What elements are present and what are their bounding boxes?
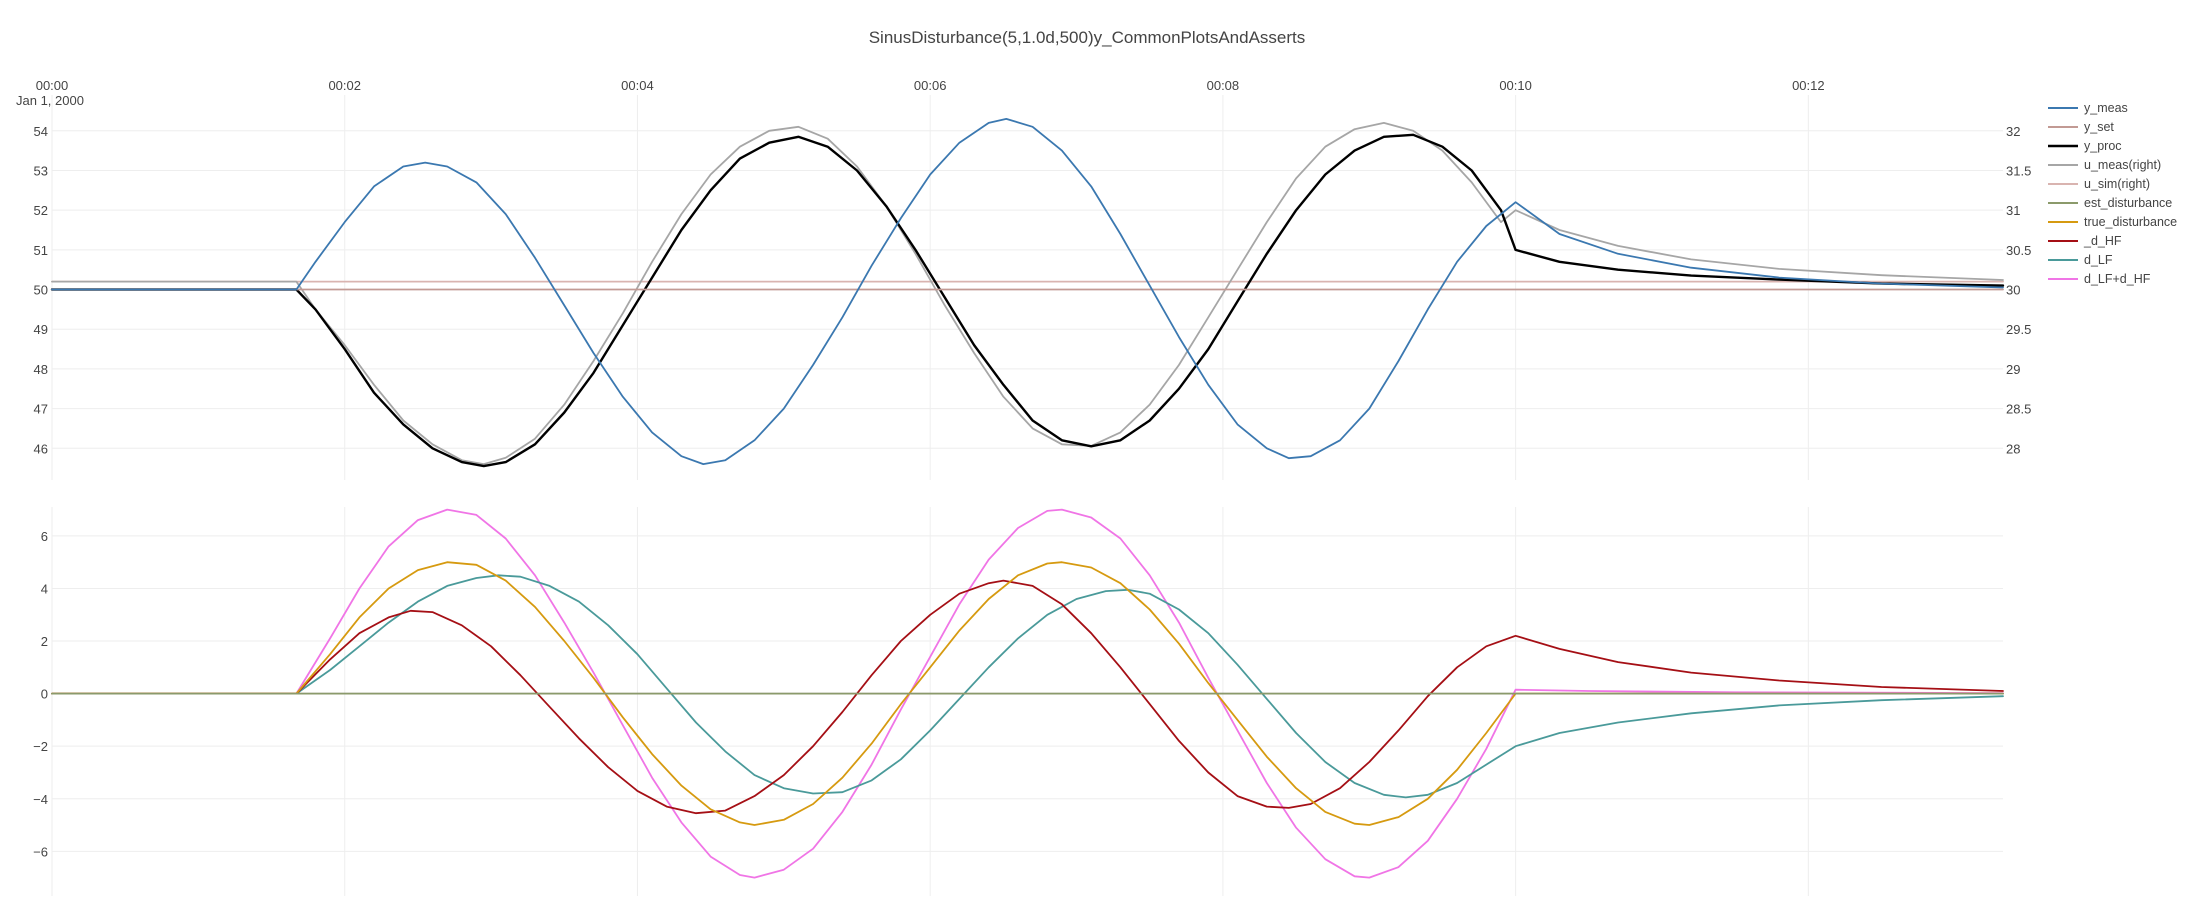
x-axis-date-label: Jan 1, 2000 [16, 93, 84, 108]
y-tick-label-top-left: 53 [34, 163, 48, 178]
y-tick-label-top-right: 30 [2006, 283, 2020, 298]
series-layer [50, 118, 2005, 879]
legend-label[interactable]: y_proc [2084, 139, 2122, 153]
y-tick-label-top-right: 31.5 [2006, 163, 2031, 178]
x-tick-label: 00:04 [621, 78, 654, 93]
legend-label[interactable]: true_disturbance [2084, 215, 2177, 229]
x-tick-label: 00:02 [328, 78, 361, 93]
grid-layer [51, 95, 2003, 896]
legend-label[interactable]: y_set [2084, 120, 2114, 134]
x-tick-label: 00:06 [914, 78, 947, 93]
y-tick-label-top-left: 51 [34, 243, 48, 258]
series-line-true-disturbance [51, 561, 2004, 826]
series-line-y-meas [51, 118, 2004, 465]
y-tick-label-bottom: 0 [41, 687, 48, 702]
y-tick-label-top-right: 28 [2006, 441, 2020, 456]
legend-label[interactable]: u_sim(right) [2084, 177, 2150, 191]
y-tick-label-top-right: 29.5 [2006, 322, 2031, 337]
y-tick-label-top-left: 48 [34, 362, 48, 377]
y-tick-label-top-right: 31 [2006, 203, 2020, 218]
legend-label[interactable]: d_LF [2084, 253, 2113, 267]
series-line-d-lf [51, 574, 2004, 799]
x-tick-label: 00:12 [1792, 78, 1825, 93]
x-tick-label: 00:08 [1207, 78, 1240, 93]
legend-label[interactable]: y_meas [2084, 101, 2128, 115]
legend-label[interactable]: u_meas(right) [2084, 158, 2161, 172]
series-line-d-lf-d-hf [51, 508, 2004, 879]
y-tick-label-top-left: 46 [34, 441, 48, 456]
y-tick-label-top-left: 49 [34, 322, 48, 337]
y-tick-label-bottom: 6 [41, 529, 48, 544]
legend-label[interactable]: est_disturbance [2084, 196, 2172, 210]
y-tick-label-bottom: −4 [33, 792, 48, 807]
legend-label[interactable]: d_LF+d_HF [2084, 272, 2151, 286]
chart-title: SinusDisturbance(5,1.0d,500)y_CommonPlot… [869, 28, 1306, 47]
y-tick-label-top-left: 52 [34, 203, 48, 218]
y-tick-label-top-left: 50 [34, 283, 48, 298]
y-tick-label-top-left: 54 [34, 124, 48, 139]
y-tick-label-bottom: −6 [33, 844, 48, 859]
x-tick-label: 00:10 [1499, 78, 1532, 93]
y-tick-label-bottom: 4 [41, 581, 48, 596]
y-tick-label-bottom: −2 [33, 739, 48, 754]
series-line-u-meas-right- [51, 122, 2004, 465]
legend-label[interactable]: _d_HF [2083, 234, 2122, 248]
y-tick-label-top-right: 29 [2006, 362, 2020, 377]
series-line--d-hf [51, 579, 2004, 815]
tick-layer: 00:00 00:02 00:04 00:06 00:08 00:10 00:1246474… [33, 78, 2031, 859]
x-tick-label: 00:00 [36, 78, 69, 93]
y-tick-label-top-right: 30.5 [2006, 243, 2031, 258]
legend: y_meas y_set y_proc u_meas(right) u_sim(righ… [2048, 101, 2177, 286]
y-tick-label-top-left: 47 [34, 402, 48, 417]
y-tick-label-top-right: 28.5 [2006, 402, 2031, 417]
y-tick-label-top-right: 32 [2006, 124, 2020, 139]
series-line-y-proc [50, 133, 2005, 468]
y-tick-label-bottom: 2 [41, 634, 48, 649]
